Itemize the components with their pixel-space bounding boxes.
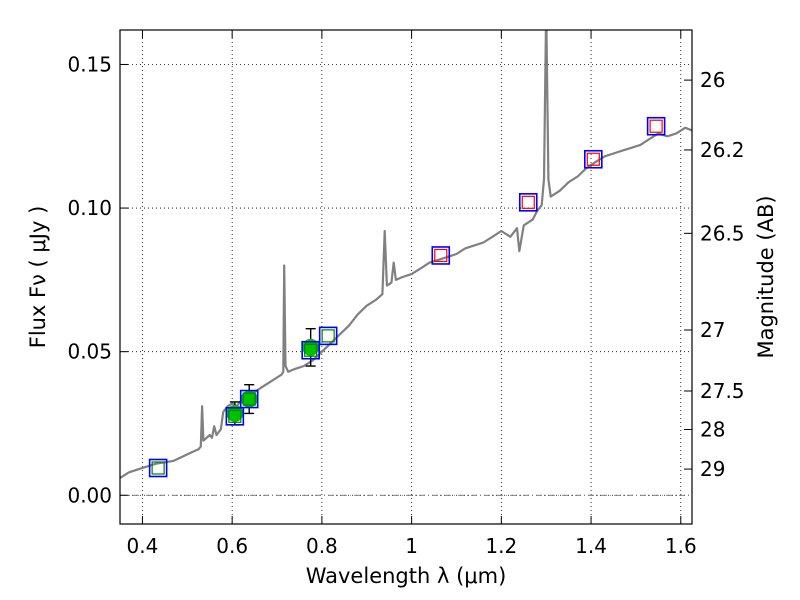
right-axis-label: Magnitude (AB) — [754, 195, 778, 358]
plot-frame — [119, 29, 693, 525]
x-tick-label: 1 — [405, 534, 418, 558]
y-tick-label: 0.05 — [67, 340, 112, 364]
filter-band-marker — [584, 149, 603, 169]
filter-band-marker — [431, 246, 451, 265]
x-tick-label: 0.8 — [306, 534, 338, 558]
filter-band-marker — [646, 116, 666, 136]
mag-tick-label: 28 — [700, 417, 725, 441]
x-tick-label: 1.4 — [575, 534, 607, 558]
photometry-point — [302, 338, 320, 356]
mag-tick-label: 27.5 — [700, 379, 745, 403]
y-tick-label: 0.00 — [67, 483, 112, 507]
mag-tick-label: 29 — [700, 457, 725, 481]
grid — [120, 30, 692, 524]
photometry-point — [226, 404, 244, 422]
y-axis-label: Flux Fν ( μJy ) — [26, 206, 50, 349]
filter-band-marker — [318, 326, 338, 346]
filter-band-inner-marker — [521, 195, 535, 209]
filter-band-inner-marker — [304, 343, 318, 357]
x-tick-label: 1.6 — [665, 534, 697, 558]
mag-tick-label: 26.5 — [700, 221, 745, 245]
filter-band-inner-marker — [434, 248, 448, 263]
filter-band-inner-marker — [321, 329, 335, 343]
filter-band-marker — [225, 406, 245, 426]
plot-data — [120, 30, 692, 496]
x-tick-label: 1.2 — [485, 534, 517, 558]
photometry-point — [240, 390, 258, 408]
filter-band-marker — [239, 389, 259, 409]
x-tick-label: 0.6 — [216, 534, 248, 558]
mag-tick-label: 26 — [700, 68, 725, 92]
mag-tick-label: 26.2 — [700, 138, 745, 162]
y-tick-label: 0.15 — [67, 52, 112, 76]
x-axis-label: Wavelength λ (μm) — [306, 564, 507, 588]
filter-band-inner-marker — [242, 392, 256, 406]
y-tick-label: 0.10 — [67, 196, 112, 220]
x-tick-label: 0.4 — [127, 534, 159, 558]
mag-tick-label: 27 — [700, 318, 725, 342]
filter-band-marker — [148, 458, 168, 478]
filter-band-marker — [518, 193, 538, 212]
filter-band-inner-marker — [649, 119, 663, 133]
filter-band-inner-marker — [228, 409, 242, 423]
filter-band-inner-marker — [151, 461, 165, 475]
filter-band-marker — [301, 340, 320, 360]
spectrum-line — [120, 30, 692, 479]
axes-ticks: 0.4 0.6 0.8 1 1.2 1.4 1.6 0.00 0.05 0.10 0.15 26 26.… — [67, 30, 745, 558]
filter-band-inner-marker — [586, 152, 600, 166]
